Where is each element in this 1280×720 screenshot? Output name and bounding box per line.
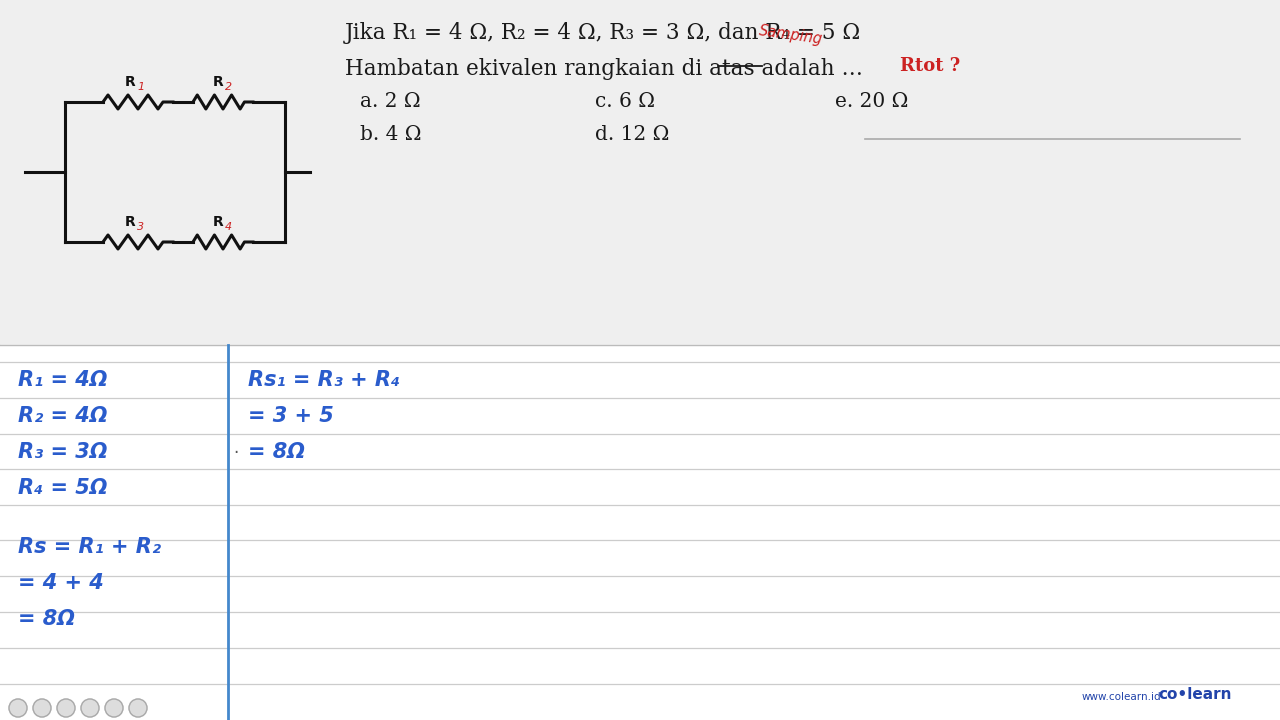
Text: 2: 2 — [225, 82, 232, 92]
Circle shape — [58, 699, 76, 717]
Circle shape — [129, 699, 147, 717]
Text: Rs₁ = R₃ + R₄: Rs₁ = R₃ + R₄ — [248, 370, 401, 390]
Text: 4: 4 — [225, 222, 232, 232]
Text: Rs = R₁ + R₂: Rs = R₁ + R₂ — [18, 537, 161, 557]
Text: = 8Ω: = 8Ω — [248, 442, 305, 462]
Text: .: . — [233, 439, 238, 457]
Text: R: R — [212, 75, 224, 89]
Text: R₃ = 3Ω: R₃ = 3Ω — [18, 442, 108, 462]
Text: Rtot ?: Rtot ? — [900, 57, 960, 75]
Text: = 4 + 4: = 4 + 4 — [18, 573, 104, 593]
Circle shape — [105, 699, 123, 717]
Text: co•learn: co•learn — [1158, 687, 1231, 702]
Text: a. 2 Ω: a. 2 Ω — [360, 92, 421, 111]
Circle shape — [9, 699, 27, 717]
Text: 1: 1 — [137, 82, 145, 92]
Text: c. 6 Ω: c. 6 Ω — [595, 92, 655, 111]
Bar — [0, 0, 1280, 345]
Text: R₂ = 4Ω: R₂ = 4Ω — [18, 406, 108, 426]
Text: = 8Ω: = 8Ω — [18, 609, 76, 629]
Text: R₄ = 5Ω: R₄ = 5Ω — [18, 478, 108, 498]
Circle shape — [81, 699, 99, 717]
Text: R: R — [124, 215, 136, 229]
Text: b. 4 Ω: b. 4 Ω — [360, 125, 421, 144]
Text: = 3 + 5: = 3 + 5 — [248, 406, 334, 426]
Text: Hambatan ekivalen rangkaian di atas adalah …: Hambatan ekivalen rangkaian di atas adal… — [346, 58, 863, 80]
Text: 3: 3 — [137, 222, 145, 232]
Text: R₁ = 4Ω: R₁ = 4Ω — [18, 370, 108, 390]
Text: e. 20 Ω: e. 20 Ω — [835, 92, 909, 111]
Bar — [0, 345, 1280, 720]
Text: d. 12 Ω: d. 12 Ω — [595, 125, 669, 144]
Text: www.colearn.id: www.colearn.id — [1082, 692, 1162, 702]
Text: Jika R₁ = 4 Ω, R₂ = 4 Ω, R₃ = 3 Ω, dan R₄ = 5 Ω: Jika R₁ = 4 Ω, R₂ = 4 Ω, R₃ = 3 Ω, dan R… — [346, 22, 861, 44]
Text: R: R — [124, 75, 136, 89]
Text: R: R — [212, 215, 224, 229]
Text: Samping: Samping — [758, 23, 824, 47]
Circle shape — [33, 699, 51, 717]
